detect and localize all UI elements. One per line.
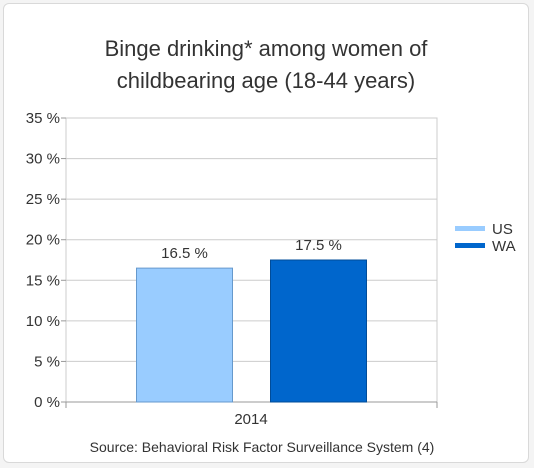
x-tick-label: 2014 (234, 411, 267, 428)
source-note: Source: Behavioral Risk Factor Surveilla… (90, 439, 435, 455)
legend-swatch-us (455, 226, 485, 231)
y-tick-label: 15 % (26, 272, 60, 289)
y-tick-label: 5 % (34, 353, 60, 370)
legend-label-us: US (492, 221, 513, 238)
legend: US WA (455, 221, 516, 255)
y-tick-label: 25 % (26, 191, 60, 208)
bar-wa (270, 259, 367, 403)
y-tick-label: 0 % (34, 394, 60, 411)
chart-title-line-1: Binge drinking* among women of (105, 36, 429, 61)
legend-swatch-wa (455, 243, 485, 248)
y-tick-label: 35 % (26, 110, 60, 127)
data-label-wa: 17.5 % (295, 237, 342, 254)
data-label-us: 16.5 % (161, 245, 208, 262)
chart-title-line-2: childbearing age (18-44 years) (117, 68, 415, 93)
y-tick-label: 20 % (26, 232, 60, 249)
y-tick-label: 30 % (26, 151, 60, 168)
y-tick-label: 10 % (26, 313, 60, 330)
chart-card (3, 3, 529, 463)
plot-border (65, 117, 438, 403)
legend-label-wa: WA (492, 238, 516, 255)
bar-us (136, 267, 233, 403)
plot-area: 0 % 5 % 10 % 15 % 20 % 25 % 30 % 35 % 16.5 % 17.5… (26, 110, 438, 411)
